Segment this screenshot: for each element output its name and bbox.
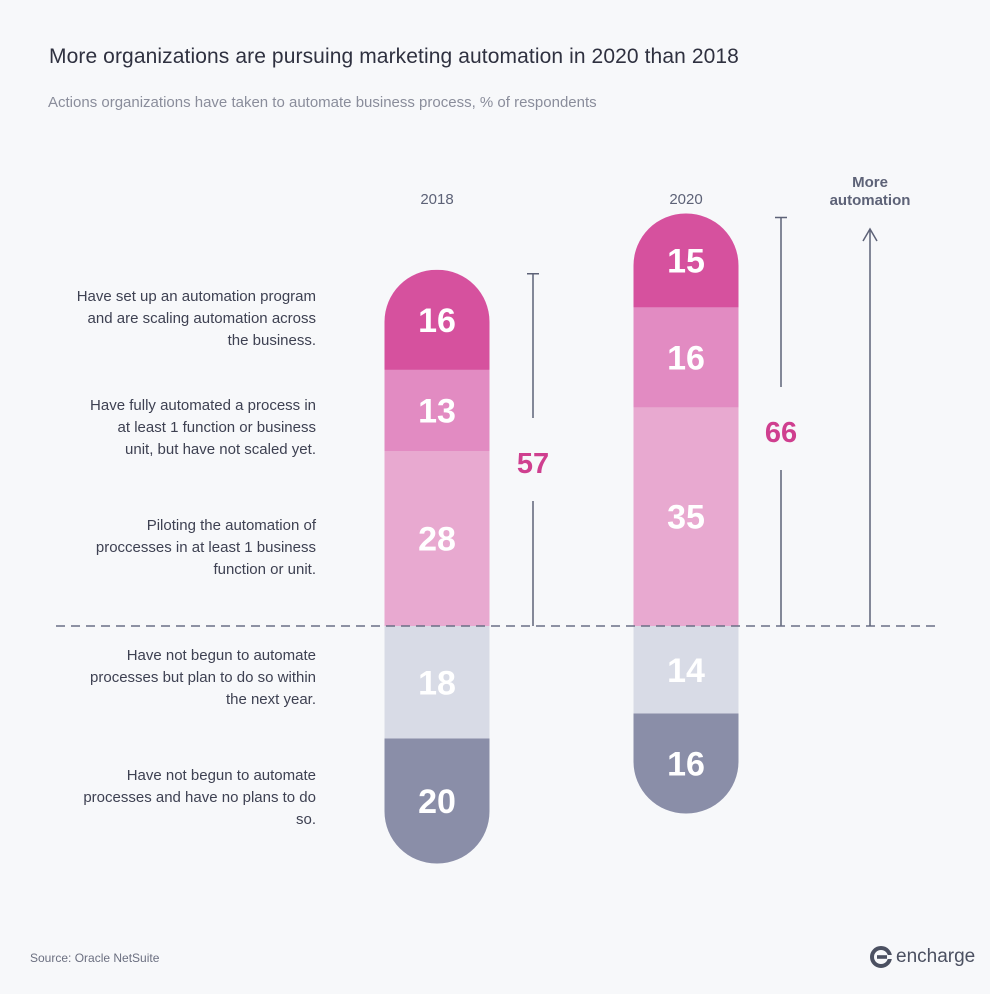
category-label-2018: 2018	[420, 191, 453, 208]
series-label-line: Have set up an automation program	[77, 288, 316, 305]
total-label-2020: 66	[765, 417, 797, 449]
chart-subtitle: Actions organizations have taken to auto…	[48, 94, 597, 111]
data-label-2018-1: 13	[418, 392, 456, 430]
encharge-logo-icon	[870, 946, 892, 968]
series-label-4: Have not begun to automate processes and …	[83, 767, 316, 828]
data-label-2018-2: 28	[418, 521, 456, 559]
arrow-label-line-2: automation	[830, 192, 911, 209]
data-label-2018-4: 20	[418, 783, 456, 821]
series-label-line: the business.	[228, 332, 316, 349]
brand-logo: encharge	[870, 946, 975, 968]
bar-segment-2020-1	[633, 307, 739, 408]
chart-title: More organizations are pursuing marketin…	[49, 45, 739, 68]
bar-segment-2018-1	[384, 369, 490, 452]
series-label-line: unit, but have not scaled yet.	[125, 441, 316, 458]
source-note: Source: Oracle NetSuite	[30, 951, 160, 965]
series-label-line: and are scaling automation across	[88, 310, 316, 327]
arrow-label-line-1: More	[852, 174, 888, 191]
series-label-line: proccesses in at least 1 business	[96, 539, 316, 556]
series-label-line: Have not begun to automate	[127, 767, 316, 784]
series-label-line: processes and have no plans to do	[83, 789, 316, 806]
bar-segment-2018-4	[384, 738, 490, 864]
data-label-2020-4: 16	[667, 746, 705, 784]
data-label-2018-0: 16	[418, 302, 456, 340]
series-label-3: Have not begun to automate processes but …	[90, 647, 316, 708]
data-label-2020-0: 15	[667, 242, 705, 280]
series-label-line: function or unit.	[213, 561, 316, 578]
series-label-2: Piloting the automation of proccesses in …	[96, 517, 317, 578]
data-label-2020-3: 14	[667, 652, 705, 690]
series-label-line: Have not begun to automate	[127, 647, 316, 664]
category-label-2020: 2020	[669, 191, 702, 208]
bar-segment-2020-3	[633, 626, 739, 714]
series-label-line: Have fully automated a process in	[90, 397, 316, 414]
brand-name: encharge	[896, 946, 976, 967]
bar-segment-2018-2	[384, 451, 490, 627]
bar-column-2018	[384, 269, 490, 864]
series-label-1: Have fully automated a process in at leas…	[90, 397, 316, 458]
bar-segment-2020-4	[633, 713, 739, 814]
series-label-line: at least 1 function or business	[118, 419, 316, 436]
arrow-head-icon	[862, 227, 878, 242]
bar-segment-2020-2	[633, 407, 739, 627]
data-label-2018-3: 18	[418, 664, 456, 702]
bar-segment-2018-0	[384, 269, 490, 371]
series-label-line: so.	[296, 811, 316, 828]
series-label-line: the next year.	[226, 691, 316, 708]
series-label-0: Have set up an automation program and are…	[77, 288, 316, 349]
data-label-2020-2: 35	[667, 499, 705, 537]
bar-segment-2020-0	[633, 213, 739, 308]
series-label-line: Piloting the automation of	[147, 517, 317, 534]
data-label-2020-1: 16	[667, 339, 705, 377]
bar-segment-2018-3	[384, 626, 490, 739]
series-label-line: processes but plan to do so within	[90, 669, 316, 686]
bar-column-2020	[633, 213, 739, 814]
total-label-2018: 57	[517, 448, 549, 480]
